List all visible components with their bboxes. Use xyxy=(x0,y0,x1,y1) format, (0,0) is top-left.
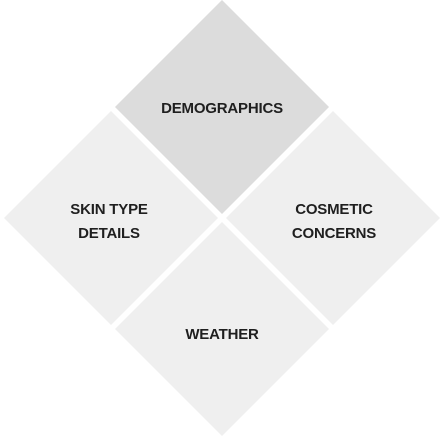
label-line: WEATHER xyxy=(185,326,259,343)
tile-weather[interactable] xyxy=(115,222,329,436)
label-line: SKIN TYPE xyxy=(70,201,148,218)
tile-cosmetic-concerns[interactable] xyxy=(226,111,440,325)
label-line: DEMOGRAPHICS xyxy=(161,100,283,117)
label-line: DETAILS xyxy=(78,225,140,242)
tile-demographics[interactable] xyxy=(115,0,329,214)
tile-skin-type[interactable] xyxy=(4,111,218,325)
label-cosmetic-concerns: COSMETIC CONCERNS xyxy=(292,198,376,246)
label-line: COSMETIC xyxy=(295,201,373,218)
label-demographics: DEMOGRAPHICS xyxy=(161,97,283,121)
label-line: CONCERNS xyxy=(291,225,377,242)
label-skin-type: SKIN TYPE DETAILS xyxy=(70,198,148,246)
label-weather: WEATHER xyxy=(185,323,259,347)
